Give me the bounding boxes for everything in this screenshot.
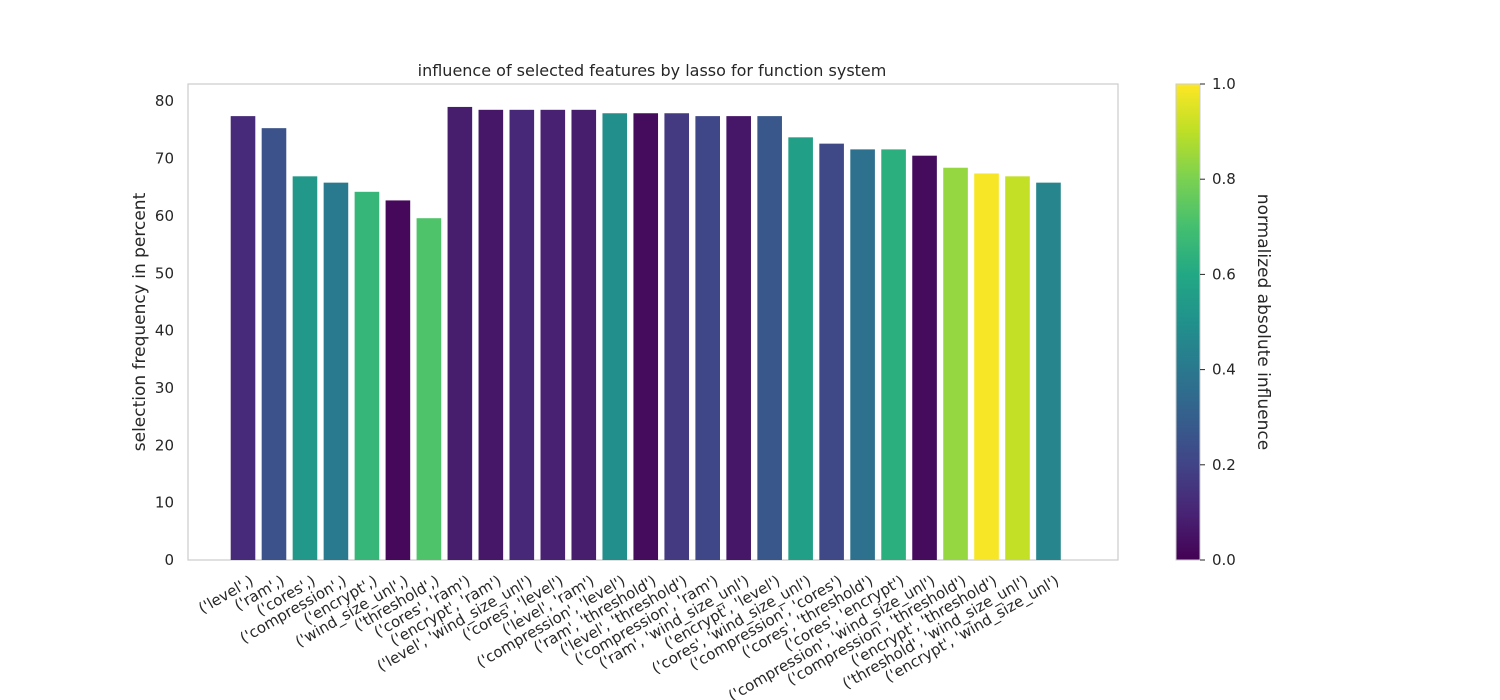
y-tick-label: 20 — [155, 436, 174, 454]
y-tick-label: 30 — [155, 379, 174, 397]
bar — [292, 176, 318, 560]
bar — [261, 128, 287, 560]
colorbar-tick-label: 0.2 — [1212, 456, 1236, 474]
bar — [788, 137, 813, 560]
bar — [230, 116, 256, 561]
bar — [664, 113, 690, 560]
y-tick-label: 80 — [155, 92, 174, 110]
bar — [602, 113, 628, 560]
y-tick-label: 40 — [155, 322, 174, 340]
bars — [230, 106, 1061, 561]
bar — [540, 109, 566, 560]
colorbar-ticks: 0.0 0.2 0.4 0.6 0.8 1.0 — [1200, 75, 1236, 569]
y-tick-label: 10 — [155, 494, 174, 512]
y-axis-label: selection frequency in percent — [130, 192, 150, 451]
bar — [633, 113, 659, 560]
colorbar-tick-label: 1.0 — [1212, 75, 1236, 93]
bar — [323, 182, 349, 560]
bar — [478, 109, 504, 560]
x-axis-ticks: ('level',)('ram',)('cores',)('compressio… — [195, 572, 1062, 700]
bar — [974, 173, 999, 560]
bar — [1036, 182, 1061, 560]
colorbar-tick-label: 0.0 — [1212, 551, 1236, 569]
colorbar-label: normalized absolute influence — [1253, 194, 1273, 450]
bar — [1005, 176, 1030, 560]
bar — [509, 109, 535, 560]
y-tick-label: 70 — [155, 150, 174, 168]
y-tick-label: 60 — [155, 207, 174, 225]
bar — [447, 106, 473, 560]
bar — [416, 218, 442, 560]
bar — [819, 143, 844, 560]
bar — [881, 149, 906, 560]
y-tick-label: 0 — [164, 551, 174, 569]
bar — [912, 155, 937, 560]
bar — [571, 109, 597, 560]
colorbar-tick-label: 0.8 — [1212, 170, 1236, 188]
bar — [943, 167, 968, 561]
y-tick-label: 50 — [155, 264, 174, 282]
colorbar — [1175, 83, 1201, 561]
chart-title: influence of selected features by lasso … — [418, 61, 887, 80]
y-axis-ticks: 0 10 20 30 40 50 60 70 80 — [155, 92, 174, 569]
bar — [385, 200, 411, 561]
bar — [354, 191, 380, 560]
colorbar-tick-label: 0.6 — [1212, 265, 1236, 283]
bar — [850, 149, 875, 560]
bar — [726, 116, 751, 561]
colorbar-tick-label: 0.4 — [1212, 361, 1236, 379]
bar — [695, 116, 720, 561]
bar — [757, 116, 782, 561]
